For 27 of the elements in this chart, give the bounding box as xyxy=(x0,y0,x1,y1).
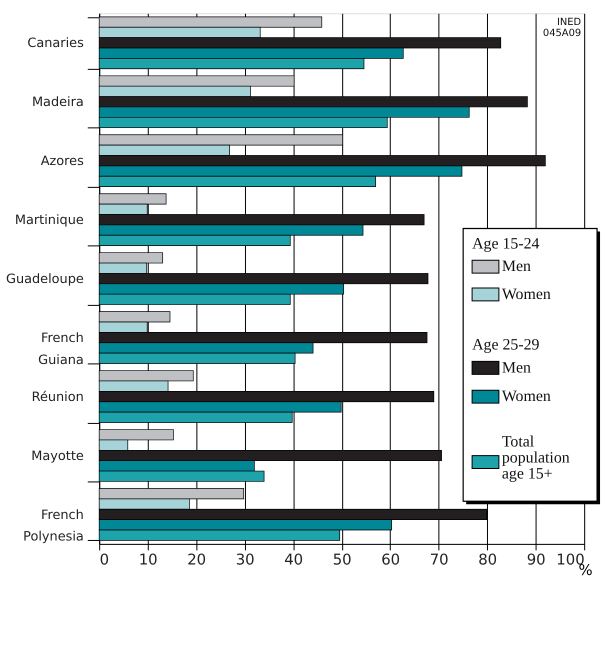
y-tick-label: Mayotte xyxy=(31,448,84,464)
x-tick-label: 60 xyxy=(381,550,400,568)
x-tick-label: 10 xyxy=(138,550,158,568)
legend-label: Men xyxy=(502,258,531,276)
annotation: INED 045A09 xyxy=(542,17,582,40)
x-tick-label: 50 xyxy=(332,550,352,568)
y-tick-label: Canaries xyxy=(27,36,84,52)
x-tick-label: 90 xyxy=(526,550,546,568)
x-tick-label: 0 xyxy=(100,550,110,568)
x-tick-label: 70 xyxy=(430,550,449,568)
y-tick-label: Guadeloupe xyxy=(6,272,84,288)
y-tick-label: Martinique xyxy=(14,213,84,228)
y-tick-label: Madeira xyxy=(32,95,84,110)
y-tick-label: French Polynesia xyxy=(23,508,84,545)
legend-label: Women xyxy=(502,286,551,303)
x-tick-label: 80 xyxy=(478,550,498,568)
annotation: Age 25-29 xyxy=(472,336,540,354)
legend-label: Total population age 15+ xyxy=(502,434,570,482)
x-tick-label: 20 xyxy=(187,550,206,568)
y-tick-label: Réunion xyxy=(32,390,84,405)
y-tick-label: French Guiana xyxy=(38,331,84,368)
x-tick-label: 40 xyxy=(284,550,304,568)
y-tick-label: Azores xyxy=(40,154,84,170)
x-tick-label: 30 xyxy=(236,550,255,568)
legend-label: Women xyxy=(502,388,551,406)
annotation: Age 15-24 xyxy=(472,235,540,252)
legend-label: Men xyxy=(502,359,531,376)
